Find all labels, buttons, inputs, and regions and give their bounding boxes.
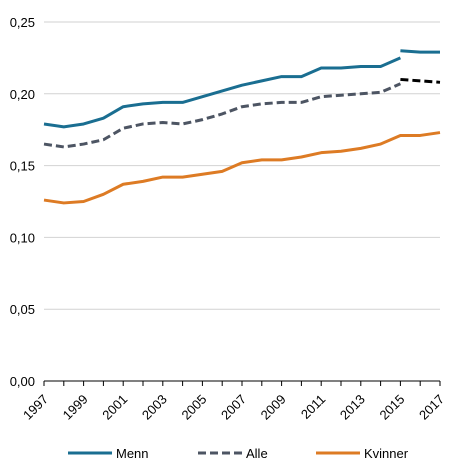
x-tick-label: 2011 — [298, 392, 328, 422]
y-tick-label: 0,20 — [10, 87, 35, 102]
x-tick-label: 2017 — [416, 392, 447, 423]
x-tick-label: 2015 — [376, 392, 407, 423]
legend-item-kvinner: Kvinner — [316, 446, 409, 461]
legend-label: Alle — [246, 446, 268, 461]
x-tick-label: 2003 — [139, 392, 170, 423]
y-tick-label: 0,15 — [10, 159, 35, 174]
y-tick-label: 0,25 — [10, 15, 35, 30]
x-axis-tick-labels: 1997 1999 2001 2003 2005 2007 2009 2011 2013 2015… — [20, 392, 447, 423]
series-menn-line — [43, 56, 401, 129]
x-axis — [43, 380, 441, 386]
x-tick-label: 2013 — [337, 392, 368, 423]
x-tick-label: 1997 — [20, 392, 51, 423]
series-kvinner-line — [43, 131, 441, 205]
legend: Menn Alle Kvinner — [68, 446, 409, 461]
x-tick-label: 2001 — [99, 392, 130, 423]
y-tick-label: 0,05 — [10, 302, 35, 317]
x-tick-label: 2005 — [178, 392, 209, 423]
series-menn-extension-line — [400, 49, 440, 54]
series-lines — [43, 49, 441, 205]
legend-label: Menn — [116, 446, 149, 461]
series-alle-line — [43, 82, 401, 149]
y-tick-label: 0,00 — [10, 374, 35, 389]
x-tick-label: 1999 — [60, 392, 91, 423]
legend-label: Kvinner — [364, 446, 409, 461]
legend-item-alle: Alle — [198, 446, 268, 461]
x-tick-label: 2007 — [218, 392, 249, 423]
y-tick-label: 0,10 — [10, 230, 35, 245]
y-axis-tick-labels: 0,00 0,05 0,10 0,15 0,20 0,25 — [10, 15, 35, 389]
legend-item-menn: Menn — [68, 446, 149, 461]
x-tick-label: 2009 — [258, 392, 289, 423]
series-alle-extension-line — [400, 77, 441, 84]
